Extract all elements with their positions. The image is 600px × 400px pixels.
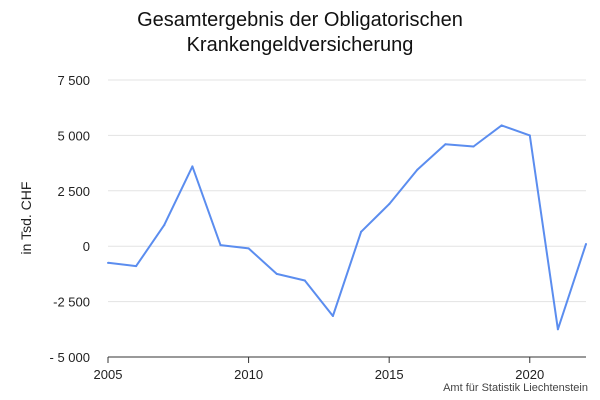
x-axis: 2005 2010 2015 2020	[94, 356, 586, 382]
y-tick-label: 7 500	[57, 73, 90, 88]
data-point	[388, 203, 391, 206]
chart-title-line-2: Krankengeldversicherung	[186, 34, 414, 56]
source-credit: Amt für Statistik Liechtenstein	[443, 382, 588, 394]
series-group	[107, 124, 587, 331]
data-point	[107, 261, 109, 264]
x-tick-label: 2010	[234, 367, 263, 382]
chart-title-line-1: Gesamtergebnis der Obligatorischen	[137, 9, 463, 31]
data-point	[360, 230, 363, 233]
data-point	[247, 247, 250, 250]
data-point	[303, 279, 306, 282]
data-point	[331, 315, 334, 318]
data-point	[135, 265, 138, 268]
data-point	[275, 272, 278, 275]
y-axis-ticks: 7 500 5 000 2 500 0 -2 500 - 5 000	[50, 73, 90, 365]
gridlines	[108, 79, 586, 303]
data-point	[163, 224, 166, 227]
x-tick-label: 2020	[515, 367, 544, 382]
x-tick-label: 2015	[375, 367, 404, 382]
y-axis-label: in Tsd. CHF	[18, 182, 34, 255]
data-point	[585, 242, 587, 245]
y-tick-label: 5 000	[57, 128, 90, 143]
data-point	[528, 134, 531, 137]
y-tick-label: 0	[83, 239, 90, 254]
x-tick-label: 2005	[94, 367, 123, 382]
chart-title: Gesamtergebnis der Obligatorischen Krank…	[0, 8, 600, 58]
data-point	[500, 124, 503, 127]
data-point	[191, 165, 194, 168]
data-point	[444, 143, 447, 146]
data-point	[219, 244, 222, 247]
y-tick-label: - 5 000	[50, 350, 90, 365]
data-point	[416, 168, 419, 171]
data-point	[472, 145, 475, 148]
data-point	[556, 328, 559, 331]
series-line	[107, 124, 587, 331]
y-tick-label: -2 500	[53, 295, 90, 310]
y-tick-label: 2 500	[57, 184, 90, 199]
